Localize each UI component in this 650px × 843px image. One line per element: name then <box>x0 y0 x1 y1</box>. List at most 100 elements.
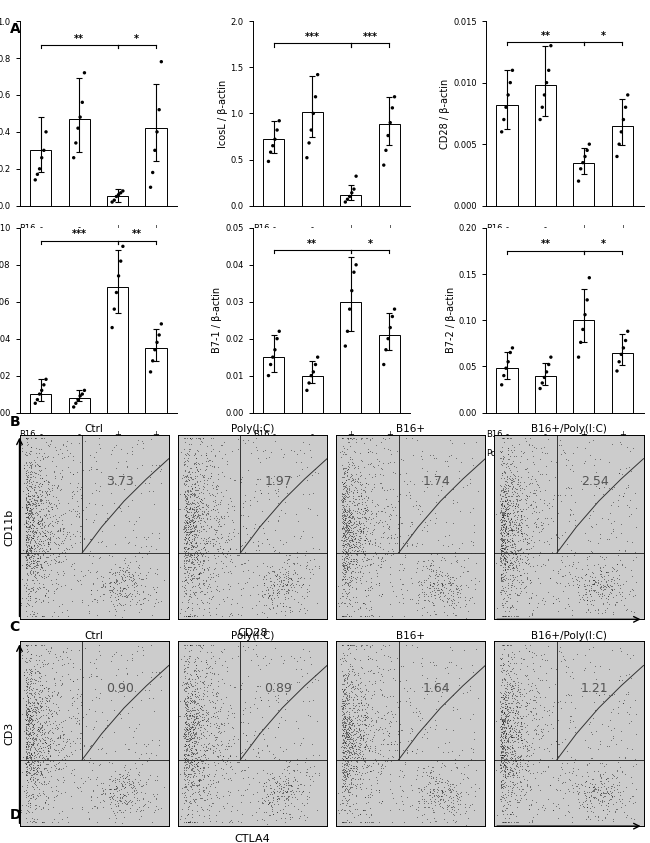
Point <box>25 545 36 558</box>
Point <box>192 572 203 585</box>
Point <box>214 792 224 805</box>
Point <box>88 721 99 734</box>
Point <box>341 725 351 738</box>
Point <box>532 479 543 492</box>
Point <box>342 730 352 744</box>
Point <box>404 475 415 488</box>
Point <box>396 582 406 595</box>
Point <box>20 544 31 557</box>
Point <box>128 524 138 537</box>
Point <box>25 725 35 738</box>
Point <box>363 711 374 724</box>
Point <box>240 742 250 755</box>
Point <box>50 498 60 512</box>
Point <box>211 525 221 539</box>
Point <box>91 652 101 665</box>
Point <box>21 677 32 690</box>
Point <box>125 587 135 600</box>
Point <box>337 510 347 524</box>
Point <box>338 528 348 541</box>
Point <box>362 500 372 513</box>
Point <box>35 672 46 685</box>
Point <box>268 600 278 614</box>
Point <box>47 502 57 516</box>
Point <box>285 812 296 825</box>
Point <box>131 578 142 592</box>
Point <box>151 562 162 576</box>
Point <box>283 572 294 585</box>
Point <box>338 462 348 475</box>
Point <box>183 532 193 545</box>
Point <box>114 771 125 784</box>
Point <box>508 781 519 794</box>
Point <box>44 749 55 762</box>
Point <box>344 735 355 749</box>
Point <box>107 791 117 804</box>
Point <box>344 509 354 523</box>
Point <box>186 748 196 761</box>
Point <box>21 491 31 505</box>
Point <box>337 559 347 572</box>
Point <box>191 491 202 504</box>
Point <box>312 803 322 817</box>
Point <box>339 491 349 505</box>
Point <box>540 511 551 524</box>
Point <box>185 678 196 691</box>
Point <box>188 714 198 728</box>
Point <box>21 752 31 765</box>
Point <box>516 513 526 526</box>
Point <box>223 544 233 557</box>
Point <box>350 667 360 680</box>
Point <box>291 556 302 570</box>
Point <box>512 477 522 491</box>
Point <box>37 751 47 765</box>
Point <box>552 510 563 524</box>
Point <box>284 583 294 596</box>
Point <box>189 609 200 622</box>
Point <box>191 499 202 513</box>
Point <box>509 730 519 744</box>
Point <box>362 710 372 723</box>
Point <box>500 745 510 759</box>
Point <box>362 711 372 725</box>
Point <box>504 723 515 737</box>
Point <box>434 797 445 811</box>
Point <box>48 800 58 813</box>
Point <box>25 494 36 507</box>
Point <box>111 781 121 794</box>
Point <box>498 533 508 546</box>
Point <box>501 701 512 714</box>
Point <box>131 587 142 600</box>
Point <box>309 673 320 686</box>
Point <box>182 711 192 724</box>
Point <box>387 547 398 561</box>
Point <box>513 521 523 534</box>
Point <box>58 732 68 745</box>
Point <box>104 772 114 786</box>
Point <box>498 714 508 728</box>
Point <box>341 481 351 494</box>
Point <box>496 652 506 666</box>
Point <box>337 609 347 622</box>
Point <box>32 516 42 529</box>
Point <box>34 537 44 550</box>
Point <box>26 459 36 473</box>
Point <box>58 534 69 547</box>
Text: -: - <box>77 431 81 439</box>
Point <box>459 554 469 567</box>
Point <box>192 756 203 770</box>
Point <box>180 739 190 753</box>
Point <box>183 803 194 816</box>
Point <box>578 323 588 336</box>
Point <box>517 527 528 540</box>
Point <box>194 555 205 568</box>
Point <box>21 673 31 686</box>
Point <box>36 517 47 530</box>
Point <box>520 749 530 763</box>
Point <box>361 728 372 741</box>
Point <box>225 771 235 785</box>
Point <box>339 762 349 776</box>
Point <box>365 808 376 822</box>
Point <box>283 776 293 789</box>
Point <box>441 798 452 812</box>
